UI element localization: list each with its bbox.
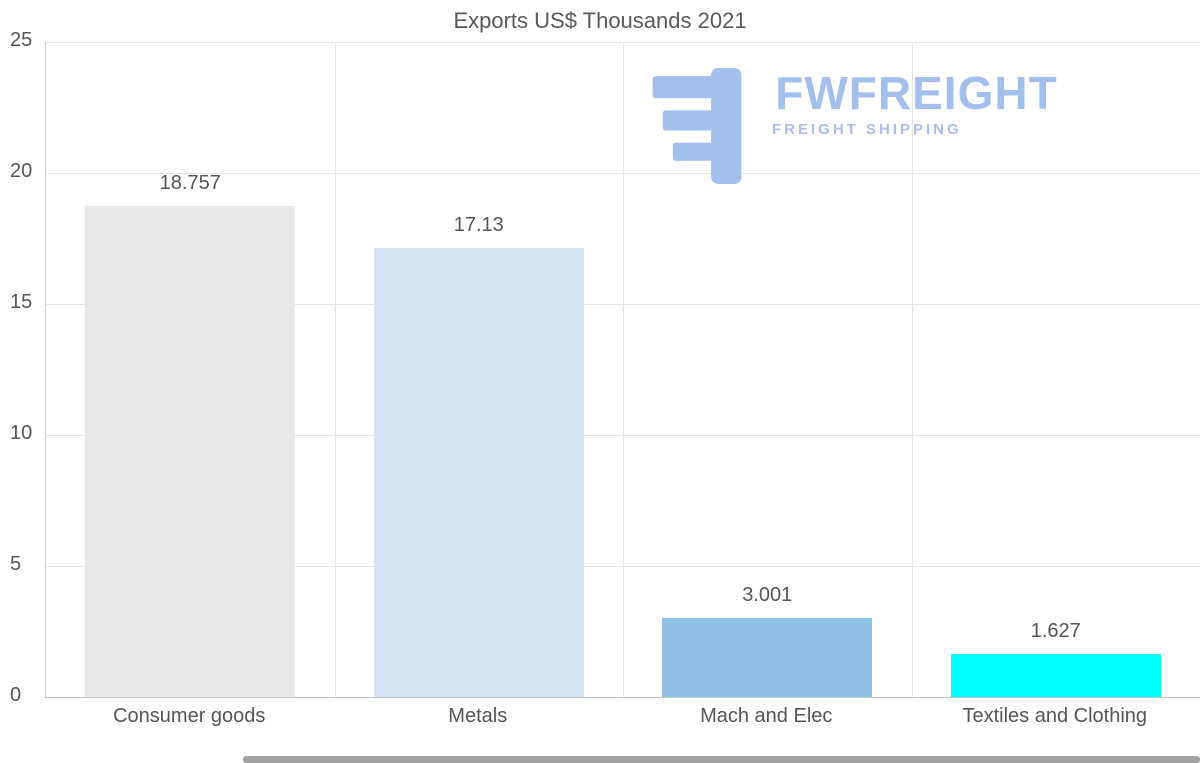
chart-title: Exports US$ Thousands 2021 — [453, 8, 747, 33]
value-label-textiles-and-clothing: 1.627 — [1030, 620, 1081, 643]
y-axis-tick-label-10: 10 — [10, 422, 33, 444]
gridline-x-2 — [623, 42, 624, 697]
value-label-metals: 17.13 — [453, 214, 504, 237]
y-axis-tick-label-0: 0 — [10, 684, 22, 706]
logo-text: FWFREIGHT FREIGHT SHIPPING — [772, 68, 1058, 138]
y-axis-tick-label-25: 25 — [10, 29, 33, 51]
bar-metals[interactable] — [373, 248, 584, 697]
x-axis-label-metals: Metals — [448, 705, 508, 727]
value-label-mach-and-elec: 3.001 — [742, 584, 793, 607]
bar-consumer-goods[interactable] — [85, 205, 296, 697]
y-axis-tick-label-20: 20 — [10, 160, 33, 182]
logo-tagline: FREIGHT SHIPPING — [772, 120, 962, 138]
x-axis-label-textiles-and-clothing: Textiles and Clothing — [962, 705, 1148, 727]
logo-brand: FWFREIGHT — [775, 67, 1058, 119]
bar-textiles-and-clothing[interactable] — [950, 654, 1161, 697]
y-axis-tick-label-15: 15 — [10, 291, 33, 313]
gridline-x-1 — [334, 42, 336, 697]
value-label-consumer-goods: 18.757 — [159, 171, 221, 194]
gridline-x-3 — [911, 42, 913, 697]
x-axis-label-mach-and-elec: Mach and Elec — [700, 705, 833, 727]
logo: FWFREIGHT FREIGHT SHIPPING — [650, 68, 1058, 184]
x-axis-label-consumer-goods: Consumer goods — [113, 705, 266, 727]
bar-mach-and-elec[interactable] — [662, 618, 873, 697]
y-axis-tick-label-5: 5 — [10, 553, 22, 575]
plot-area: 18.757 17.13 3.001 1.627 — [45, 42, 1200, 698]
fwfreight-logo-icon — [652, 68, 742, 184]
horizontal-scrollbar[interactable] — [243, 756, 1200, 763]
